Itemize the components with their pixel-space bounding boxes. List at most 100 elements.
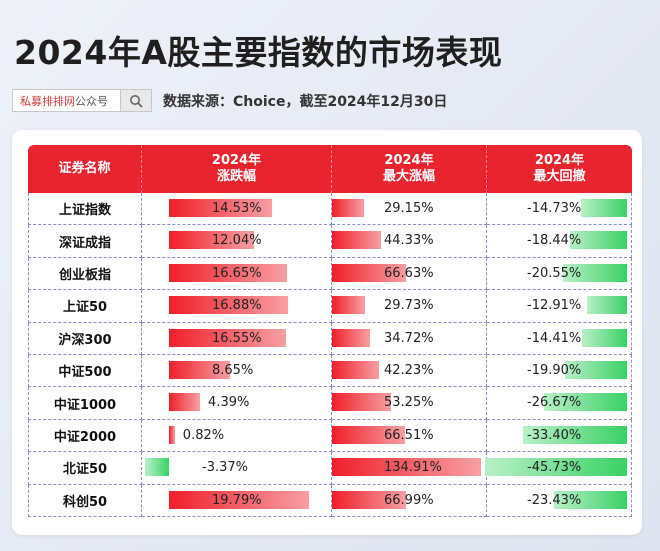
max-drawdown-cell: -19.90% — [487, 354, 632, 388]
header-max-drawdown-label: 2024年 最大回撤 — [533, 153, 586, 184]
max-gain-value: 29.15% — [384, 201, 434, 216]
change-cell-inner: 19.79% — [142, 485, 331, 516]
max-drawdown-cell-inner: -45.73% — [485, 452, 631, 483]
max-gain-bar — [332, 199, 365, 217]
table-row: 科创50 19.79% 66.99% -23.43% — [28, 484, 632, 517]
max-gain-cell-inner: 66.63% — [332, 258, 486, 289]
max-gain-cell: 66.51% — [332, 419, 487, 453]
max-gain-bar — [332, 490, 406, 509]
max-drawdown-bar — [582, 328, 627, 347]
index-name: 深证成指 — [28, 225, 142, 258]
change-value: 16.88% — [212, 298, 262, 314]
index-performance-table: 证券名称 2024年 涨跌幅 2024年 最大涨幅 2024年 最大回撤 上证指数 14… — [28, 145, 632, 517]
header-max-gain-label: 2024年 最大涨幅 — [382, 153, 435, 184]
max-gain-cell-inner: 34.72% — [332, 323, 486, 354]
table-card: 证券名称 2024年 涨跌幅 2024年 最大涨幅 2024年 最大回撤 上证指数 14… — [12, 130, 642, 535]
max-gain-cell: 134.91% — [332, 452, 487, 485]
max-gain-cell-inner: 29.73% — [332, 290, 486, 321]
max-drawdown-value: -26.67% — [527, 395, 582, 411]
max-gain-cell: 66.99% — [332, 484, 487, 517]
change-cell-inner: 16.88% — [142, 290, 331, 321]
index-name: 中证1000 — [28, 387, 142, 420]
max-drawdown-cell-inner: -12.91% — [487, 290, 631, 321]
change-cell-inner: 8.65% — [142, 355, 331, 386]
search-label-brand: 私募排排网 — [20, 94, 75, 108]
search-label-suffix: 公众号 — [75, 94, 108, 108]
max-drawdown-cell: -33.40% — [487, 419, 632, 453]
change-value: 12.04% — [212, 233, 262, 249]
header-max-gain: 2024年 最大涨幅 — [332, 145, 487, 193]
max-gain-cell-inner: 66.99% — [332, 485, 486, 516]
max-gain-bar — [332, 458, 481, 477]
change-cell: 16.88% — [142, 290, 332, 323]
max-drawdown-value: -33.40% — [527, 427, 582, 443]
max-drawdown-cell-inner: -14.73% — [487, 193, 631, 224]
change-value: 0.82% — [182, 427, 225, 443]
max-drawdown-value: -14.41% — [527, 330, 582, 346]
max-drawdown-bar — [586, 296, 627, 315]
index-name: 中证500 — [28, 354, 142, 388]
table-row: 上证指数 14.53% 29.15% -14.73% — [28, 193, 632, 226]
max-drawdown-cell: -23.43% — [487, 484, 632, 517]
max-gain-cell: 29.73% — [332, 290, 487, 323]
table-row: 深证成指 12.04% 44.33% -18.44% — [28, 225, 632, 258]
max-drawdown-cell: -20.55% — [487, 257, 632, 291]
max-gain-bar — [332, 296, 365, 315]
change-value: 8.65% — [212, 362, 254, 378]
max-drawdown-value: -20.55% — [527, 265, 582, 281]
change-cell: 12.04% — [142, 225, 332, 258]
max-drawdown-cell-inner: -23.43% — [487, 485, 631, 516]
max-gain-value: 42.23% — [384, 362, 434, 378]
table-row: 创业板指 16.65% 66.63% -20.55% — [28, 257, 632, 291]
max-drawdown-cell-inner: -33.40% — [487, 420, 631, 451]
max-gain-bar — [332, 425, 406, 444]
change-bar — [169, 296, 289, 315]
change-value: 19.79% — [212, 492, 262, 508]
max-drawdown-cell: -26.67% — [487, 387, 632, 420]
index-name: 沪深300 — [28, 322, 142, 355]
max-gain-bar — [332, 231, 381, 250]
max-gain-value: 44.33% — [384, 233, 434, 249]
max-gain-cell: 42.23% — [332, 354, 487, 388]
index-name: 科创50 — [28, 484, 142, 517]
change-value: 16.65% — [212, 265, 262, 281]
index-name: 北证50 — [28, 452, 142, 485]
change-cell-inner: 12.04% — [142, 225, 331, 256]
change-cell-inner: -3.37% — [142, 452, 331, 483]
change-value: -3.37% — [202, 460, 248, 476]
max-gain-cell: 34.72% — [332, 322, 487, 355]
max-gain-cell-inner: 44.33% — [332, 225, 486, 256]
max-gain-cell: 29.15% — [332, 193, 487, 226]
max-drawdown-value: -12.91% — [527, 298, 582, 314]
change-cell-inner: 16.55% — [142, 323, 331, 354]
change-bar — [169, 328, 287, 347]
max-gain-value: 53.25% — [384, 395, 434, 411]
max-drawdown-bar — [554, 490, 627, 509]
max-drawdown-bar — [544, 393, 627, 412]
change-bar — [169, 360, 231, 379]
table-row: 中证1000 4.39% 53.25% -26.67% — [28, 387, 632, 420]
max-drawdown-bar — [569, 231, 627, 250]
max-gain-cell: 53.25% — [332, 387, 487, 420]
search-box-label: 私募排排网公众号 — [13, 93, 120, 109]
max-drawdown-cell: -18.44% — [487, 225, 632, 258]
max-drawdown-cell-inner: -20.55% — [487, 258, 631, 289]
search-box[interactable]: 私募排排网公众号 — [12, 89, 152, 112]
table-row: 中证2000 0.82% 66.51% -33.40% — [28, 419, 632, 453]
max-gain-cell-inner: 134.91% — [332, 452, 486, 483]
change-bar — [145, 458, 169, 477]
max-gain-bar — [332, 263, 406, 282]
max-drawdown-bar — [523, 425, 627, 444]
search-button[interactable] — [120, 90, 151, 111]
change-cell: 16.55% — [142, 322, 332, 355]
change-bar — [169, 393, 201, 412]
change-bar — [169, 263, 287, 282]
change-cell: 16.65% — [142, 257, 332, 291]
change-cell: 8.65% — [142, 354, 332, 388]
search-icon — [130, 94, 143, 107]
change-cell: 4.39% — [142, 387, 332, 420]
index-name: 创业板指 — [28, 257, 142, 291]
max-gain-value: 29.73% — [384, 298, 434, 314]
table-row: 中证500 8.65% 42.23% -19.90% — [28, 354, 632, 388]
max-drawdown-value: -19.90% — [527, 362, 582, 378]
